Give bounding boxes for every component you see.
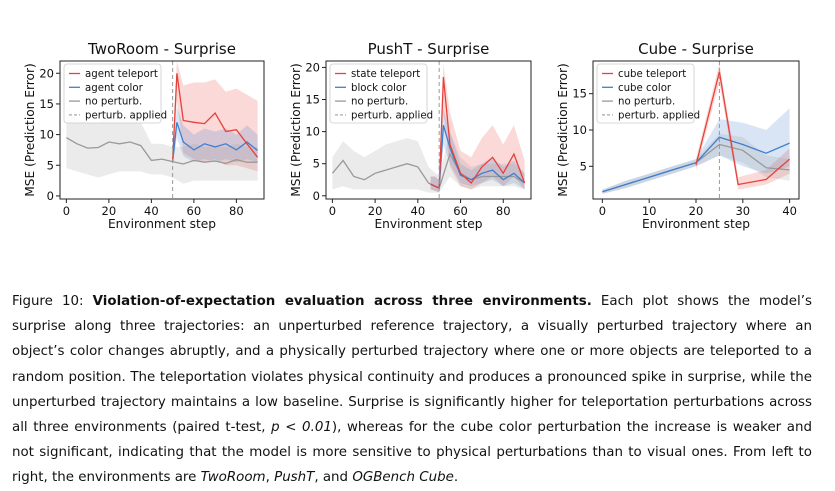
chart-1-axes-frame [325, 60, 532, 200]
caption-sep-1: , [265, 470, 275, 486]
tworoom-chart: 0 20 40 60 80 0 5 10 15 20 TwoRoom - Surprise Envir… [23, 40, 265, 231]
chart-0-ylabel: MSE (Prediction Error) [23, 63, 37, 196]
chart-2-legend-label: cube teleport [618, 69, 686, 80]
chart-1-band-no-perturb [332, 131, 525, 193]
chart-0-xtick-label: 80 [229, 204, 244, 218]
chart-2-band-cube-color [602, 108, 790, 194]
chart-0-xtick-label: 40 [144, 204, 159, 218]
chart-0-xtick-label: 20 [102, 204, 117, 218]
chart-1-title: PushT - Surprise [368, 40, 490, 58]
chart-1-legend-label: no perturb. [351, 97, 408, 108]
chart-0-title: TwoRoom - Surprise [87, 40, 236, 58]
chart-2-ylabel: MSE (Prediction Error) [556, 63, 570, 196]
chart-0-legend-label: agent teleport [85, 69, 158, 80]
chart-0-xtick-label: 0 [63, 204, 70, 218]
cube-chart: 0 10 20 30 40 5 10 15 Cube - Surprise Environment… [556, 40, 800, 231]
chart-0-line-agent-color [171, 122, 259, 162]
chart-0-band-agent-color [172, 107, 258, 166]
chart-2-xtick-label: 10 [642, 204, 657, 218]
chart-0-axes-frame [59, 60, 265, 200]
chart-2-ytick-label: 5 [580, 159, 587, 173]
caption-env-pusht: PushT [274, 470, 315, 486]
caption-env-tworoom: TwoRoom [200, 470, 266, 486]
chart-2-line-cube-teleport [695, 71, 791, 186]
chart-0-line-no-perturb [66, 137, 258, 165]
chart-2-xtick-label: 20 [689, 204, 704, 218]
chart-1-ytick-label: 20 [305, 60, 320, 74]
figure-caption: Figure 10: Violation-of-expectation eval… [12, 289, 812, 491]
chart-2-legend-label: no perturb. [618, 97, 675, 108]
chart-0-ytick-label: 0 [47, 189, 54, 203]
chart-2-band-cube-teleport [696, 63, 790, 190]
chart-1-line-no-perturb [331, 152, 525, 190]
chart-2-plot-area [602, 63, 791, 194]
chart-0-ytick-label: 15 [39, 97, 54, 111]
chart-1-band-block-color [430, 109, 525, 193]
pusht-chart: 0 20 40 60 80 0 5 10 15 20 PushT - Surprise Environ… [289, 40, 532, 231]
chart-1-xlabel: Environment step [374, 217, 482, 231]
chart-2-ytick-label: 15 [572, 87, 587, 101]
chart-1-xtick-label: 60 [453, 204, 468, 218]
chart-2-ytick-label: 10 [572, 123, 587, 137]
chart-2-legend-label: perturb. applied [618, 111, 700, 122]
chart-1-xtick-label: 80 [496, 204, 511, 218]
caption-env-cube: OGBench Cube [352, 470, 454, 486]
chart-0-legend-box [63, 63, 162, 124]
chart-1-ytick-label: 10 [305, 125, 320, 139]
chart-1-xtick-label: 0 [329, 204, 336, 218]
caption-text-1: Each plot shows the model’s surprise alo… [12, 294, 812, 436]
chart-0-band-agent-teleport [172, 61, 258, 172]
chart-1-plot-area [331, 64, 526, 193]
chart-1-xtick-label: 40 [411, 204, 426, 218]
chart-0-legend-label: perturb. applied [85, 111, 167, 122]
chart-1-line-state-teleport [430, 76, 526, 190]
chart-2-xlabel: Environment step [642, 217, 750, 231]
caption-pvalue: p < 0.01 [271, 420, 332, 436]
chart-1-ytick-label: 5 [313, 157, 320, 171]
chart-0-xlabel: Environment step [108, 217, 216, 231]
chart-1-legend-label: perturb. applied [351, 111, 433, 122]
chart-1-legend-label: block color [351, 83, 407, 94]
chart-1-legend-label: state teleport [351, 69, 420, 80]
chart-1-legend-box [329, 63, 428, 124]
chart-0-ytick-label: 5 [47, 158, 54, 172]
chart-1-ytick-label: 0 [313, 189, 320, 203]
caption-bold-title: Violation-of-expectation evaluation acro… [92, 294, 592, 309]
chart-2-legend-box [596, 63, 695, 124]
chart-1-xtick-label: 20 [368, 204, 383, 218]
caption-sep-2: , and [314, 470, 353, 486]
chart-1-ytick-label: 15 [305, 93, 320, 107]
chart-0-plot-area [66, 61, 259, 184]
caption-end: . [453, 470, 459, 486]
chart-0-xtick-label: 60 [187, 204, 202, 218]
chart-2-xtick-label: 40 [782, 204, 797, 218]
chart-2-title: Cube - Surprise [638, 40, 754, 58]
chart-2-legend-label: cube color [618, 83, 672, 94]
chart-0-band-no-perturb [66, 107, 258, 184]
chart-0-legend-label: no perturb. [85, 97, 142, 108]
chart-2-xtick-label: 30 [735, 204, 750, 218]
chart-2-xtick-label: 0 [599, 204, 606, 218]
chart-0-legend-label: agent color [85, 83, 144, 94]
chart-0-ytick-label: 10 [39, 128, 54, 142]
figure-panels: 0 20 40 60 80 0 5 10 15 20 TwoRoom - Surprise Envir… [23, 40, 800, 231]
chart-0-line-agent-teleport [171, 73, 259, 162]
caption-label: Figure 10: [12, 294, 84, 309]
chart-1-ylabel: MSE (Prediction Error) [289, 63, 303, 196]
chart-0-ytick-label: 20 [39, 66, 54, 80]
